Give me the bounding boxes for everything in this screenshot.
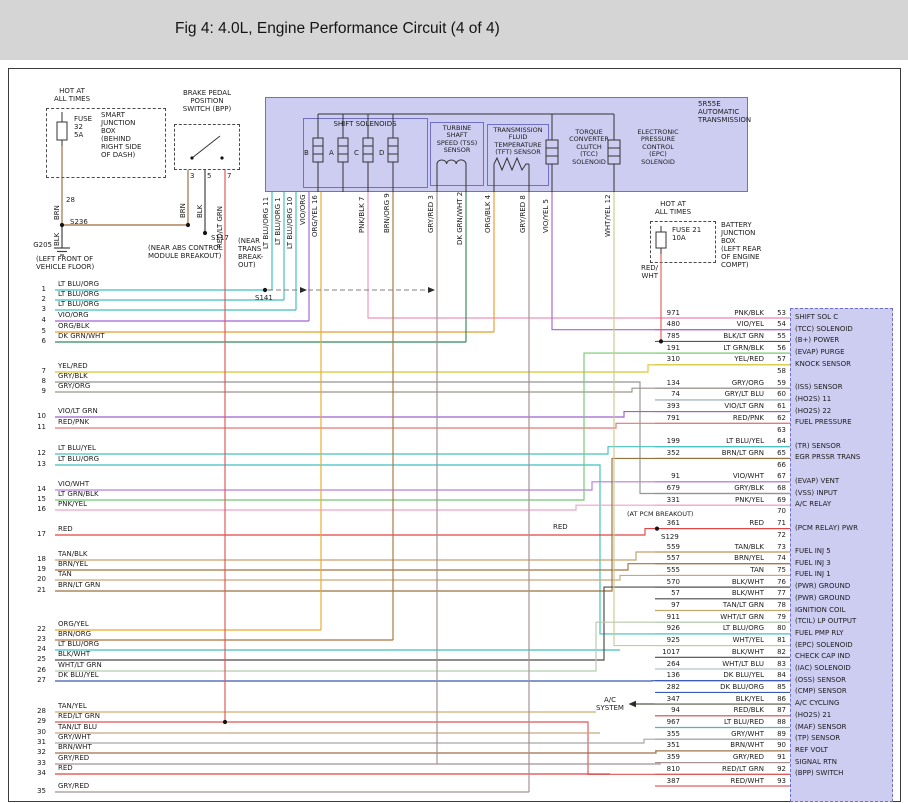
fuse-32-icon: [56, 121, 68, 141]
junction-dot: [658, 339, 664, 344]
arrowhead: [300, 287, 307, 293]
pcm-connector-box: [790, 308, 893, 802]
wire-lt-grn-blk: [55, 352, 790, 501]
arrowhead: [428, 287, 435, 293]
wire-pnk-yel: [55, 504, 790, 511]
page-title: Fig 4: 4.0L, Engine Performance Circuit …: [175, 20, 500, 37]
wire-tan-blk: [55, 551, 790, 561]
wire-vio-wht: [55, 481, 790, 491]
wire-tan: [55, 574, 790, 581]
tft-sensor-box: [487, 124, 549, 186]
trans-wire: [367, 192, 790, 319]
wire-red-lt-grn: [55, 721, 790, 775]
arrowhead: [628, 700, 636, 708]
wire-lt-blu-yel: [55, 446, 790, 455]
wire-yel-red: [55, 364, 790, 373]
shift-solenoid-coil-icon: [362, 137, 374, 163]
wire-gry-blk: [55, 381, 790, 495]
static-wire: [191, 135, 221, 159]
shift-solenoid-coil-icon: [387, 137, 399, 163]
epc-solenoid-coil-icon: [607, 139, 621, 165]
smart-junction-box: [46, 108, 166, 178]
tcc-solenoid-coil-icon: [545, 139, 559, 165]
tss-sensor-box: [430, 122, 484, 186]
wire-red: [55, 528, 790, 536]
wire-brn-yel: [55, 563, 790, 571]
wire-vio-lt-grn: [55, 411, 790, 418]
shift-solenoid-coil-icon: [312, 137, 324, 163]
static-wire: [493, 156, 529, 172]
trans-wire: [551, 192, 790, 331]
junction-dot: [185, 222, 191, 228]
junction-dot: [222, 719, 228, 725]
junction-dot: [202, 230, 208, 236]
junction-dot: [262, 287, 268, 293]
junction-dot: [190, 156, 194, 160]
junction-dot: [59, 222, 65, 228]
static-wire: [436, 159, 467, 165]
junction-dot: [220, 156, 224, 160]
battery-junction-box: [650, 221, 716, 263]
wire-brn-lt-grn: [55, 457, 790, 592]
wire-blk-wht: [55, 586, 790, 661]
shift-solenoid-coil-icon: [337, 137, 349, 163]
header-bar: Fig 4: 4.0L, Engine Performance Circuit …: [0, 0, 908, 60]
wire-red-pnk: [55, 422, 790, 429]
junction-dot: [654, 526, 660, 531]
bpp-switch-box: [174, 124, 240, 170]
fuse-21-icon: [655, 231, 667, 249]
